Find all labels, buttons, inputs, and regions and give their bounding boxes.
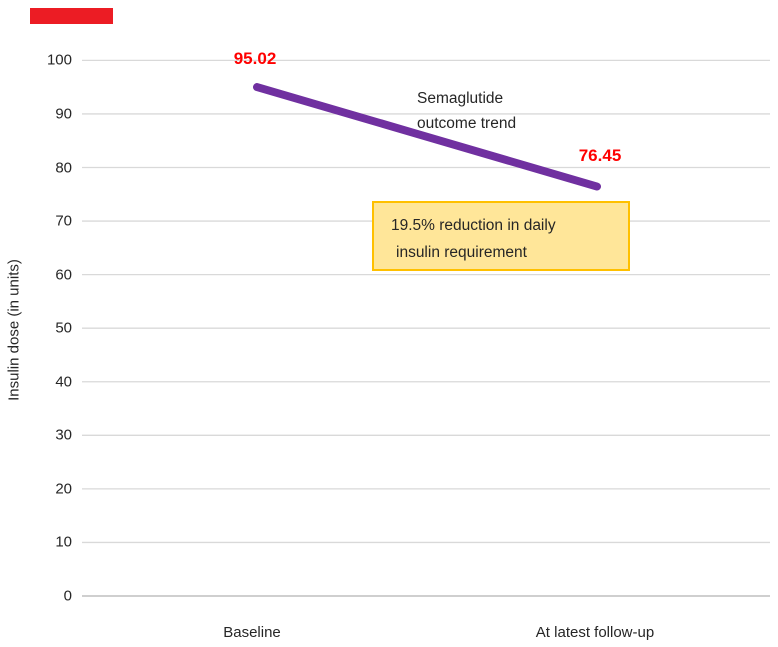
y-tick-label: 100 (46, 51, 72, 69)
red-marker (30, 8, 113, 24)
reduction-annotation-box: 19.5% reduction in daily insulin require… (372, 201, 630, 271)
baseline-value-label: 95.02 (233, 49, 277, 68)
reduction-box-line2: insulin requirement (396, 244, 527, 261)
y-axis-title: Insulin dose (in units) (5, 259, 23, 401)
followup-value-label: 76.45 (578, 146, 622, 165)
trend-annotation-line2: outcome trend (417, 115, 517, 132)
y-tick-label: 40 (55, 373, 72, 391)
y-tick-label: 60 (55, 266, 72, 284)
x-axis-label-followup: At latest follow-up (535, 624, 655, 641)
x-axis-label-baseline: Baseline (223, 624, 281, 641)
trend-annotation-line1: Semaglutide (417, 90, 504, 107)
y-tick-label: 90 (55, 105, 72, 123)
y-tick-label: 20 (55, 480, 72, 498)
y-tick-label: 50 (55, 319, 72, 337)
y-tick-label: 0 (63, 587, 72, 605)
y-tick-label: 30 (55, 426, 72, 444)
y-tick-label: 70 (55, 212, 72, 230)
trend-annotation: Semaglutide outcome trend (417, 86, 516, 136)
trend-line (253, 83, 601, 191)
y-tick-label: 80 (55, 159, 72, 177)
reduction-box-line1: 19.5% reduction in daily (391, 217, 556, 234)
y-tick-label: 10 (55, 533, 72, 551)
